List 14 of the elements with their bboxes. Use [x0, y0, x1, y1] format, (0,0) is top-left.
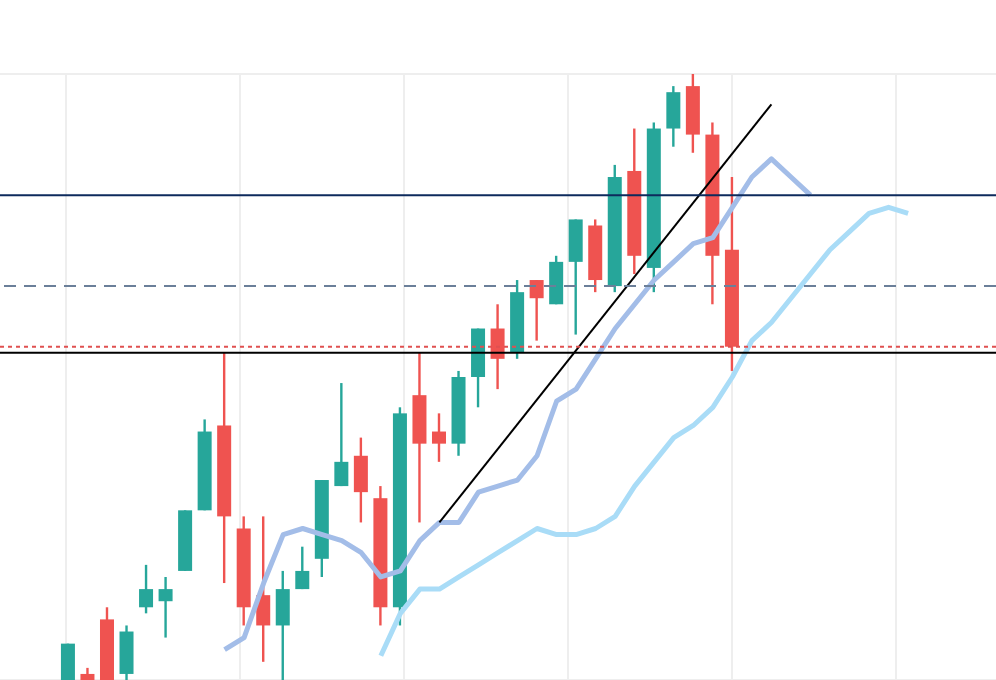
candlestick — [158, 575, 173, 639]
candlestick — [353, 436, 368, 524]
candlestick — [139, 563, 154, 615]
candlestick — [119, 624, 134, 680]
candlestick — [529, 278, 544, 342]
candlestick — [334, 381, 349, 488]
candlestick — [666, 84, 681, 148]
candlestick — [431, 412, 446, 464]
candlestick — [275, 569, 290, 680]
candlestick — [60, 642, 75, 680]
candlestick — [568, 218, 583, 336]
candlestick — [490, 303, 505, 391]
candlestick — [295, 545, 310, 591]
candlestick — [549, 254, 564, 306]
